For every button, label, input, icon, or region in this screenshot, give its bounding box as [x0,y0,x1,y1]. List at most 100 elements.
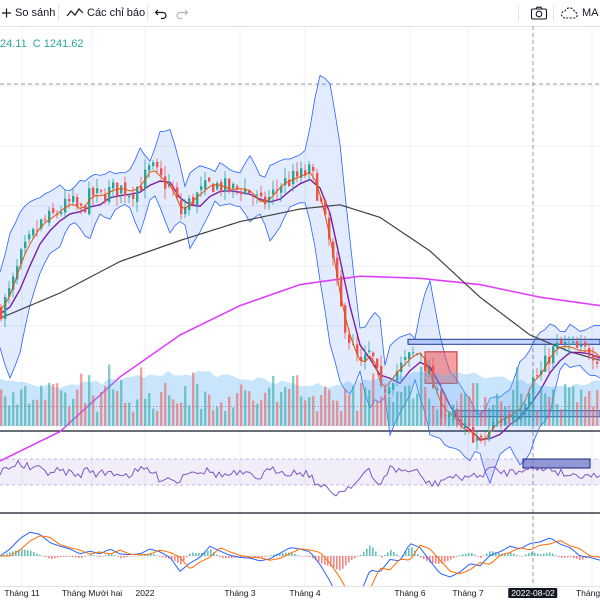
macd-histogram-bar [297,555,299,556]
macd-histogram-bar [438,556,440,564]
volume-bar [584,396,587,426]
volume-bar [396,391,399,426]
candle-body [232,183,235,189]
candle-body [472,426,475,443]
volume-bar [168,395,171,426]
volume-bar [164,382,167,426]
volume-bar [344,389,347,426]
macd-histogram-bar [513,553,515,556]
candle-body [260,192,263,197]
macd-histogram-bar [36,553,38,556]
macd-histogram-bar [33,552,35,556]
volume-bar [260,399,263,426]
indicators-button[interactable]: Các chỉ báo [66,0,145,26]
ma-mid-line [0,178,600,441]
macd-histogram-bar [486,553,488,556]
ohlc-legend: 24.11 C 1241.62 [0,38,83,50]
undo-icon [154,9,167,20]
volume-bar [0,389,3,426]
macd-histogram-bar [69,556,71,557]
undo-button[interactable] [154,0,168,26]
macd-histogram-bar [525,554,527,556]
macd-histogram-bar [27,550,29,556]
macd-histogram-bar [201,552,203,556]
snapshot-button[interactable] [530,0,548,26]
volume-bar [388,396,391,426]
candle-body [384,388,387,393]
candle-body [108,186,111,202]
volume-bar [532,392,535,426]
macd-histogram-bar [441,556,443,564]
volume-bar [408,385,411,426]
x-tick-label: Tháng 6 [394,588,426,598]
candle-body [52,208,55,213]
macd-histogram-bar [516,555,518,556]
macd-histogram-bar [264,556,266,557]
macd-histogram-bar [72,556,74,558]
volume-bar [180,402,183,426]
volume-bar [348,394,351,426]
candle-body [580,344,583,347]
macd-histogram-bar [309,556,311,557]
volume-bar [544,393,547,426]
macd-histogram-bar [510,552,512,556]
volume-bar [36,399,39,426]
macd-histogram-bar [225,556,227,559]
macd-histogram-bar [138,555,140,557]
volume-bar [536,410,539,426]
macd-histogram-bar [522,555,524,557]
cloud-save-button[interactable]: MA [560,0,599,26]
candle-body [4,297,7,320]
volume-bar [20,389,23,426]
volume-bar [28,403,31,426]
volume-bar [316,411,319,426]
volume-bar [580,389,583,426]
candle-body [104,194,107,202]
top-toolbar: So sánh Các chỉ báo MA [0,0,600,27]
macd-histogram-bar [222,556,224,559]
camera-icon [530,6,548,20]
macd-histogram-bar [12,551,14,556]
chart-canvas[interactable] [0,26,600,586]
volume-bar [596,390,599,426]
volume-bar [24,386,27,426]
candle-body [568,343,571,345]
volume-bar [248,391,251,426]
macd-histogram-bar [234,556,236,558]
volume-bar [340,411,343,426]
macd-histogram-bar [66,556,68,557]
macd-histogram-bar [159,556,161,557]
macd-histogram-bar [567,556,569,558]
volume-bar [136,399,139,426]
macd-histogram-bar [114,555,116,556]
indicators-icon [66,8,84,17]
candle-body [356,344,359,355]
macd-histogram-bar [462,554,464,556]
volume-bar [364,387,367,426]
redo-button[interactable] [175,0,189,26]
volume-bar [124,402,127,426]
candle-body [376,358,379,369]
macd-histogram-bar [489,551,491,556]
candle-body [544,355,547,372]
macd-histogram-bar [165,556,167,559]
volume-bar [92,395,95,426]
volume-bar [548,396,551,426]
cloud-icon [560,7,578,19]
candle-body [112,182,115,189]
volume-bar [376,401,379,426]
macd-histogram-bar [363,551,365,556]
candle-body [60,212,63,214]
macd-histogram-bar [303,556,305,557]
macd-histogram-bar [582,556,584,560]
macd-histogram-bar [399,556,401,557]
macd-histogram-bar [375,551,377,556]
volume-bar [224,411,227,426]
volume-bar [460,393,463,426]
macd-histogram-bar [354,556,356,559]
bollinger-upper [0,74,600,416]
macd-histogram-bar [408,548,410,556]
volume-bar [416,393,419,426]
candle-body [380,366,383,386]
compare-button[interactable]: So sánh [0,0,55,26]
